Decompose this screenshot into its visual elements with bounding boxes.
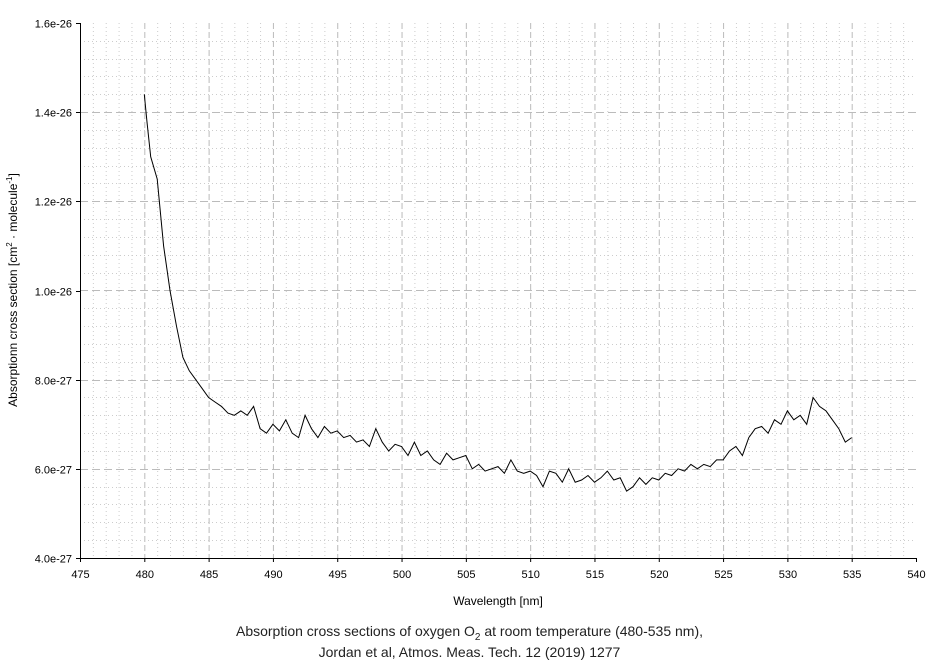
x-tick-label: 530 [779,569,797,581]
y-tick-label: 1.2e-26 [35,197,72,209]
x-tick-label: 535 [843,569,861,581]
x-tick-label: 505 [457,569,475,581]
y-tick-label: 6.0e-27 [35,465,72,477]
y-tick-label: 1.4e-26 [35,108,72,120]
x-tick-label: 495 [329,569,347,581]
x-tick-label: 515 [586,569,604,581]
x-axis-label: Wavelength [nm] [453,594,543,608]
y-tick-label: 1.6e-26 [35,19,72,31]
chart-title-line1: Absorption cross sections of oxygen O2 a… [235,623,703,643]
chart-title-line2: Jordan et al, Atmos. Meas. Tech. 12 (201… [318,644,621,660]
ticks: 475 480 485 490 495 500 505 510 515 520 525 530 535 5… [35,19,926,582]
series-line [143,94,852,492]
x-tick-label: 490 [264,569,282,581]
x-tick-label: 485 [200,569,218,581]
grid [80,23,916,558]
y-tick-label: 1.0e-26 [35,287,72,299]
y-tick-label: 8.0e-27 [35,376,72,388]
x-tick-label: 540 [907,569,925,581]
chart: 475 480 485 490 495 500 505 510 515 520 525 530 535 5… [5,19,926,609]
x-tick-label: 480 [136,569,154,581]
x-tick-label: 525 [714,569,732,581]
x-tick-label: 520 [650,569,668,581]
x-tick-label: 500 [393,569,411,581]
x-tick-label: 475 [71,569,89,581]
x-tick-label: 510 [521,569,539,581]
y-tick-label: 4.0e-27 [35,554,72,566]
y-axis-label: Absorptionn cross section [cm2 · molecul… [5,173,20,407]
